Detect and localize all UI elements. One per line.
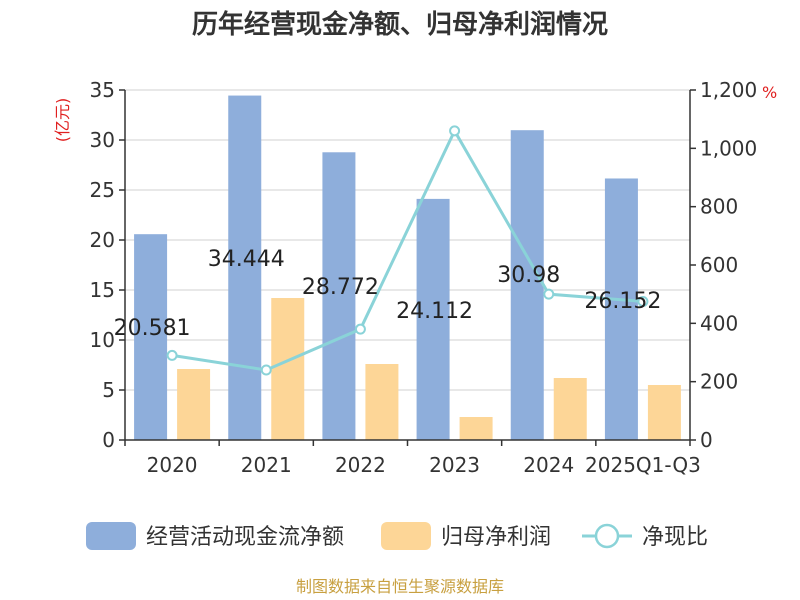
right-axis-unit: % (762, 83, 777, 102)
legend-swatch-ratio-marker (594, 523, 620, 549)
left-tick-label: 10 (90, 328, 115, 352)
ratio-polyline (171, 127, 644, 372)
x-tick-label: 2023 (429, 453, 480, 477)
ratio-point (354, 323, 366, 335)
right-tick-label: 800 (700, 195, 738, 219)
legend-label-net-profit: 归母净利润 (441, 525, 551, 550)
bar-net-profit (553, 378, 587, 440)
left-tick-label: 15 (90, 278, 115, 302)
source-note: 制图数据来自恒生聚源数据库 (296, 577, 504, 596)
bar-net-profit (459, 417, 493, 440)
x-tick-label: 2022 (335, 453, 386, 477)
legend-label-cash-flow: 经营活动现金流净额 (146, 525, 344, 550)
ratio-line (166, 125, 649, 376)
bar-cash-flow (228, 95, 262, 440)
bar-net-profit (271, 298, 305, 440)
bar-net-profit (365, 364, 399, 440)
right-tick-label: 1,000 (700, 136, 757, 160)
data-label: 28.772 (302, 275, 379, 300)
data-label: 26.152 (584, 289, 661, 314)
left-tick-label: 30 (90, 128, 115, 152)
bar-cash-flow (416, 198, 450, 440)
chart-title: 历年经营现金净额、归母净利润情况 (192, 9, 608, 40)
right-tick-label: 600 (700, 253, 738, 277)
bar-net-profit (647, 385, 681, 440)
left-tick-label: 20 (90, 228, 115, 252)
ratio-point (166, 349, 178, 361)
data-labels: 20.581 34.444 28.772 24.112 30.98 26.152 (114, 247, 662, 341)
right-tick-label: 400 (700, 311, 738, 335)
right-tick-label: 1,200 (700, 78, 757, 102)
x-tick-label: 2020 (147, 453, 198, 477)
bars (134, 95, 681, 441)
left-tick-label: 35 (90, 78, 115, 102)
left-tick-label: 25 (90, 178, 115, 202)
axes: 0 5 10 15 20 25 30 35 0 200 400 600 800 1,000 1,200 202… (90, 78, 758, 477)
data-label: 24.112 (396, 299, 473, 324)
ratio-point (637, 295, 649, 307)
right-tick-label: 200 (700, 370, 738, 394)
x-tick-label: 2021 (241, 453, 292, 477)
data-label: 30.98 (497, 263, 560, 288)
bar-net-profit (177, 369, 211, 440)
ratio-point (543, 288, 555, 300)
bar-cash-flow (134, 234, 168, 440)
legend-swatch-cash-flow (86, 522, 136, 550)
bar-cash-flow (510, 130, 544, 440)
grid-lines (125, 89, 690, 391)
ratio-point (449, 125, 461, 137)
data-label: 34.444 (208, 247, 285, 272)
right-tick-label: 0 (700, 428, 713, 452)
data-label: 20.581 (114, 316, 191, 341)
left-axis-unit: (亿元) (53, 98, 72, 143)
x-tick-label: 2024 (523, 453, 574, 477)
x-tick-label: 2025Q1-Q3 (585, 453, 701, 477)
left-tick-label: 5 (102, 378, 115, 402)
legend-swatch-net-profit (381, 522, 431, 550)
legend[interactable]: 经营活动现金流净额 归母净利润 净现比 (86, 522, 708, 550)
ratio-point (260, 364, 272, 376)
legend-label-ratio: 净现比 (642, 525, 708, 550)
left-tick-label: 0 (102, 428, 115, 452)
bar-cash-flow (604, 178, 638, 441)
bar-cash-flow (322, 152, 356, 440)
